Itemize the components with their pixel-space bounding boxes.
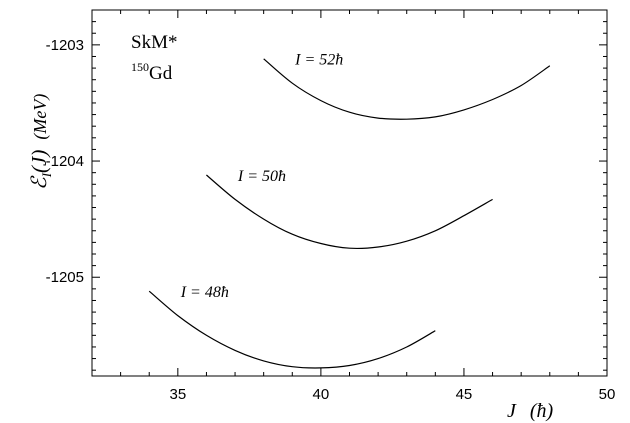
- y-tick-labels: -1203 -1204 -1205: [46, 37, 84, 286]
- y-axis-subscript: I: [39, 172, 54, 178]
- model-annotation: SkM*: [131, 32, 177, 53]
- nucleus-symbol: Gd: [149, 63, 173, 84]
- x-tick-label: 35: [169, 386, 186, 403]
- series-label: I = 52ħ: [294, 52, 343, 69]
- y-tick-label: -1205: [46, 269, 84, 286]
- series-line: [148, 290, 436, 369]
- nucleus-annotation: 150Gd: [131, 60, 173, 84]
- series-curves: [148, 58, 551, 369]
- x-axis-label: J (ħ): [507, 400, 554, 422]
- y-axis-label: ℰI(J) (MeV): [27, 94, 54, 190]
- x-axis-unit: (ħ): [530, 400, 554, 422]
- y-axis-unit: (MeV): [30, 94, 51, 140]
- x-tick-labels: 35 40 45 50: [169, 386, 615, 403]
- y-axis-argument: (J): [27, 150, 51, 173]
- series-label: I = 48ħ: [180, 284, 229, 301]
- y-tick-label: -1203: [46, 37, 84, 54]
- nucleus-mass-number: 150: [131, 60, 149, 74]
- y-axis-variable: ℰ: [27, 175, 51, 190]
- x-tick-label: 45: [456, 386, 473, 403]
- x-tick-label: 50: [599, 386, 616, 403]
- series-label: I = 50ħ: [237, 168, 286, 185]
- plot-frame: [91, 9, 608, 377]
- series-labels: I = 48ħ I = 50ħ I = 52ħ: [180, 52, 344, 301]
- series-line: [263, 58, 551, 120]
- x-tick-label: 40: [313, 386, 330, 403]
- series-line: [206, 174, 493, 250]
- x-axis-variable: J: [507, 400, 517, 422]
- y-tick-label: -1204: [46, 153, 84, 170]
